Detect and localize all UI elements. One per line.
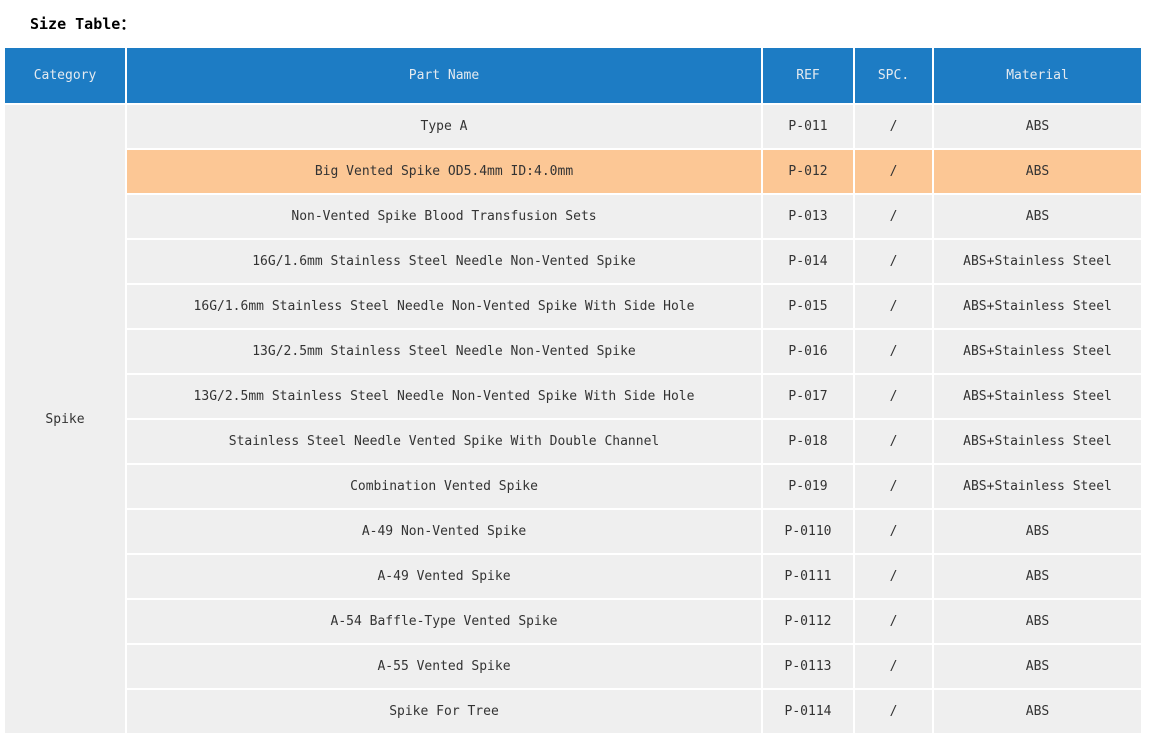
spc-cell: / (855, 285, 932, 328)
table-row: A-54 Baffle-Type Vented Spike P-0112 / A… (5, 600, 1141, 643)
table-row: 13G/2.5mm Stainless Steel Needle Non-Ven… (5, 375, 1141, 418)
part-name-cell: Combination Vented Spike (127, 465, 761, 508)
material-cell: ABS+Stainless Steel (934, 330, 1141, 373)
material-cell: ABS+Stainless Steel (934, 375, 1141, 418)
part-name-cell: Stainless Steel Needle Vented Spike With… (127, 420, 761, 463)
part-name-cell: 16G/1.6mm Stainless Steel Needle Non-Ven… (127, 285, 761, 328)
ref-cell: P-017 (763, 375, 853, 418)
spc-cell: / (855, 330, 932, 373)
col-header-material: Material (934, 48, 1141, 103)
ref-cell: P-019 (763, 465, 853, 508)
part-name-cell: A-49 Non-Vented Spike (127, 510, 761, 553)
table-row: Spike For Tree P-0114 / ABS (5, 690, 1141, 733)
material-cell: ABS (934, 105, 1141, 148)
ref-cell: P-012 (763, 150, 853, 193)
spc-cell: / (855, 555, 932, 598)
spc-cell: / (855, 600, 932, 643)
part-name-cell: Big Vented Spike OD5.4mm ID:4.0mm (127, 150, 761, 193)
col-header-category: Category (5, 48, 125, 103)
part-name-cell: 13G/2.5mm Stainless Steel Needle Non-Ven… (127, 330, 761, 373)
spc-cell: / (855, 240, 932, 283)
material-cell: ABS+Stainless Steel (934, 240, 1141, 283)
table-row: Spike Type A P-011 / ABS (5, 105, 1141, 733)
part-name-cell: Spike For Tree (127, 690, 761, 733)
table-row: 13G/2.5mm Stainless Steel Needle Non-Ven… (5, 330, 1141, 373)
spc-cell: / (855, 690, 932, 733)
page-title: Size Table： (30, 15, 136, 33)
size-table: Category Part Name REF SPC. Material Spi… (3, 46, 1143, 735)
part-name-cell: Non-Vented Spike Blood Transfusion Sets (127, 195, 761, 238)
spc-cell: / (855, 465, 932, 508)
table-row: A-49 Vented Spike P-0111 / ABS (5, 555, 1141, 598)
table-row: Stainless Steel Needle Vented Spike With… (5, 420, 1141, 463)
spc-cell: / (855, 645, 932, 688)
material-cell: ABS (934, 690, 1141, 733)
material-cell: ABS (934, 555, 1141, 598)
part-name-cell: A-54 Baffle-Type Vented Spike (127, 600, 761, 643)
part-name-cell: A-55 Vented Spike (127, 645, 761, 688)
material-cell: ABS (934, 600, 1141, 643)
table-row: A-49 Non-Vented Spike P-0110 / ABS (5, 510, 1141, 553)
table-row: 16G/1.6mm Stainless Steel Needle Non-Ven… (5, 285, 1141, 328)
spc-cell: / (855, 195, 932, 238)
ref-cell: P-0114 (763, 690, 853, 733)
spc-cell: / (855, 150, 932, 193)
spc-cell: / (855, 105, 932, 148)
material-cell: ABS (934, 150, 1141, 193)
part-name-cell: A-49 Vented Spike (127, 555, 761, 598)
part-name-cell: 16G/1.6mm Stainless Steel Needle Non-Ven… (127, 240, 761, 283)
header-row: Category Part Name REF SPC. Material (5, 48, 1141, 103)
table-row: Combination Vented Spike P-019 / ABS+Sta… (5, 465, 1141, 508)
ref-cell: P-016 (763, 330, 853, 373)
spc-cell: / (855, 375, 932, 418)
ref-cell: P-013 (763, 195, 853, 238)
material-cell: ABS (934, 195, 1141, 238)
material-cell: ABS (934, 510, 1141, 553)
category-cell: Spike (5, 105, 125, 733)
ref-cell: P-0112 (763, 600, 853, 643)
col-header-spc: SPC. (855, 48, 932, 103)
col-header-part-name: Part Name (127, 48, 761, 103)
table-row-highlighted: Big Vented Spike OD5.4mm ID:4.0mm P-012 … (5, 150, 1141, 193)
spc-cell: / (855, 420, 932, 463)
material-cell: ABS+Stainless Steel (934, 420, 1141, 463)
table-row: 16G/1.6mm Stainless Steel Needle Non-Ven… (5, 240, 1141, 283)
ref-cell: P-014 (763, 240, 853, 283)
ref-cell: P-0113 (763, 645, 853, 688)
table-row: A-55 Vented Spike P-0113 / ABS (5, 645, 1141, 688)
ref-cell: P-0110 (763, 510, 853, 553)
material-cell: ABS+Stainless Steel (934, 285, 1141, 328)
ref-cell: P-011 (763, 105, 853, 148)
table-row: Non-Vented Spike Blood Transfusion Sets … (5, 195, 1141, 238)
spc-cell: / (855, 510, 932, 553)
col-header-ref: REF (763, 48, 853, 103)
ref-cell: P-015 (763, 285, 853, 328)
material-cell: ABS (934, 645, 1141, 688)
part-name-cell: Type A (127, 105, 761, 148)
part-name-cell: 13G/2.5mm Stainless Steel Needle Non-Ven… (127, 375, 761, 418)
ref-cell: P-018 (763, 420, 853, 463)
ref-cell: P-0111 (763, 555, 853, 598)
material-cell: ABS+Stainless Steel (934, 465, 1141, 508)
